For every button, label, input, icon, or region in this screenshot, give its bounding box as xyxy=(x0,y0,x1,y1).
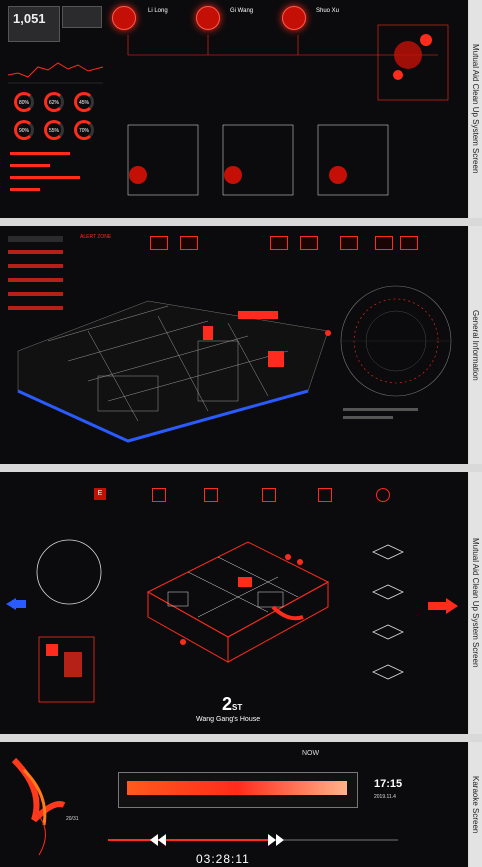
side-label: Karaoke Screen xyxy=(469,742,482,867)
bar-list xyxy=(10,152,80,191)
user-name: Shuo Xu xyxy=(316,8,340,14)
date-display: 2019.11.4 xyxy=(374,794,396,800)
user-name: Li Long xyxy=(148,8,168,14)
stat-card: 1,051 xyxy=(8,6,60,42)
category-icon[interactable]: E xyxy=(94,488,106,500)
small-counter: 20/31 xyxy=(66,816,79,822)
gauge: 70% xyxy=(74,120,94,140)
tab-icon[interactable] xyxy=(340,236,358,250)
tab-icon[interactable] xyxy=(180,236,198,250)
stat-value: 1,051 xyxy=(13,11,46,26)
alert-header: ALERT ZONE xyxy=(80,234,112,240)
playback-bar[interactable] xyxy=(108,830,398,850)
panel-house-view: E xyxy=(0,472,468,734)
tab-icon[interactable] xyxy=(400,236,418,250)
furniture-list xyxy=(372,544,404,680)
lyrics-screen xyxy=(118,772,358,808)
gauge: 80% xyxy=(14,92,34,112)
gauge: 90% xyxy=(14,120,34,140)
now-header: NOW xyxy=(302,750,320,757)
category-icon[interactable] xyxy=(318,488,332,502)
building-3d-view xyxy=(17,300,331,443)
left-detail xyxy=(6,539,102,703)
category-icon[interactable] xyxy=(152,488,166,502)
tab-icon[interactable] xyxy=(375,236,393,250)
category-icon[interactable] xyxy=(262,488,276,502)
side-label: General Information xyxy=(469,226,482,464)
tab-icon[interactable] xyxy=(150,236,168,250)
left-list xyxy=(8,236,63,310)
clock-display: 03:28:11 xyxy=(196,852,250,866)
side-label: Mutual Aid Clean Up System Screen xyxy=(469,0,482,218)
panel-dashboard: 1,051 Li Long Gi Wang Shuo Xu 80% 62% 45… xyxy=(0,0,468,218)
house-3d-view xyxy=(146,541,330,663)
radar-widget xyxy=(340,285,452,419)
avatar[interactable] xyxy=(196,6,220,30)
tab-icon[interactable] xyxy=(270,236,288,250)
category-icon[interactable] xyxy=(204,488,218,502)
side-label: Mutual Aid Clean Up System Screen xyxy=(469,472,482,734)
panel-karaoke: 20/31 NOW 17:15 2019.11.4 03:28:11 xyxy=(0,742,468,867)
stat-card-2 xyxy=(62,6,102,28)
user-name: Gi Wang xyxy=(230,8,254,14)
network-diagram xyxy=(127,24,449,196)
panel-general-info: ALERT ZONE xyxy=(0,226,468,464)
gauge: 62% xyxy=(44,92,64,112)
category-icon[interactable] xyxy=(376,488,390,502)
gauge: 55% xyxy=(44,120,64,140)
tab-icon[interactable] xyxy=(300,236,318,250)
avatar[interactable] xyxy=(112,6,136,30)
time-display: 17:15 xyxy=(374,778,403,790)
gauge: 45% xyxy=(74,92,94,112)
wing-graphic xyxy=(11,757,66,856)
house-name: Wang Gang's House xyxy=(196,716,261,723)
floor-label: 2ST xyxy=(222,694,243,714)
activity-chart xyxy=(8,62,103,84)
avatar[interactable] xyxy=(282,6,306,30)
right-arrow xyxy=(428,598,458,614)
